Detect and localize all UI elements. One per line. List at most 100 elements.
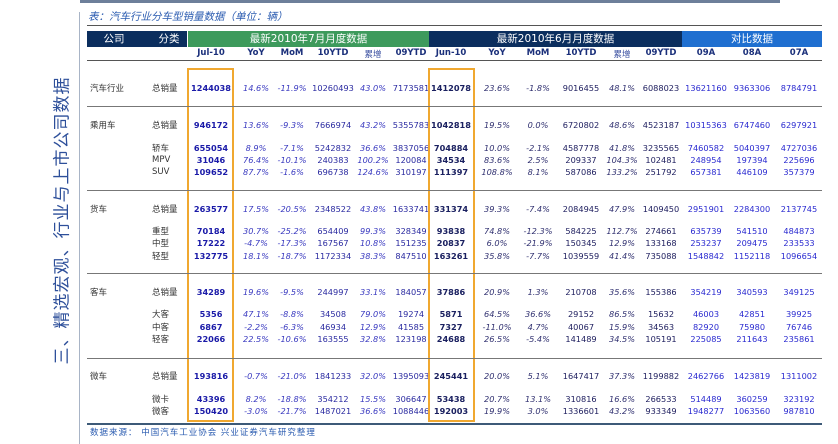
table-cell: 5242832 [314, 143, 352, 153]
table-cell: 1088446 [392, 406, 430, 416]
table-cell: 7666974 [314, 120, 352, 130]
table-cell: 3.0% [527, 406, 549, 416]
table-cell: 20837 [436, 238, 466, 248]
company-label: 微车 [90, 372, 108, 382]
table-cell: 15.5% [359, 394, 387, 404]
table-cell: 43.0% [359, 83, 387, 93]
table-cell: 4523187 [642, 120, 680, 130]
table-cell: 1647417 [562, 371, 600, 381]
table-cell: 1.3% [527, 287, 549, 297]
table-cell: 76746 [785, 322, 813, 332]
table-cell: 155386 [645, 287, 677, 297]
table-cell: -18.7% [277, 251, 307, 261]
table-cell: 64.5% [483, 309, 511, 319]
category-label: SUV [152, 167, 170, 177]
table-cell: 20.0% [483, 371, 511, 381]
table-cell: 112.7% [606, 226, 638, 236]
table-cell: 2951901 [687, 204, 725, 214]
company-label: 货车 [90, 205, 108, 215]
table-cell: 1412078 [431, 83, 471, 93]
table-cell: -7.7% [526, 251, 550, 261]
group-divider [87, 273, 822, 274]
table-cell: 5.1% [527, 371, 549, 381]
table-cell: -10.1% [277, 155, 307, 165]
table-cell: 13.1% [524, 394, 552, 404]
table-cell: 32.8% [359, 334, 387, 344]
table-cell: 37.3% [608, 371, 636, 381]
column-header: 08A [742, 48, 762, 58]
table-cell: 2.5% [527, 155, 549, 165]
table-cell: 123198 [395, 334, 427, 344]
table-cell: 40067 [567, 322, 595, 332]
table-cell: 43396 [196, 394, 226, 404]
category-label: 总销量 [152, 288, 178, 298]
table-cell: 150420 [193, 406, 229, 416]
table-cell: -12.3% [523, 226, 553, 236]
table-bottom-border [87, 423, 822, 425]
group-divider [87, 358, 822, 359]
table-cell: 42851 [738, 309, 766, 319]
table-cell: 6.0% [486, 238, 508, 248]
table-cell: 17222 [196, 238, 226, 248]
header-group-jun: 最新2010年6月月度数据 [429, 31, 682, 47]
table-cell: -11.0% [482, 322, 512, 332]
header-company: 公司 [103, 33, 125, 45]
category-label: 总销量 [152, 372, 178, 382]
category-label: 总销量 [152, 205, 178, 215]
table-cell: 8.9% [245, 143, 267, 153]
table-cell: 9363306 [733, 83, 771, 93]
column-header: 07A [789, 48, 809, 58]
table-cell: 167567 [317, 238, 349, 248]
table-cell: 1841233 [314, 371, 352, 381]
table-cell: 6297921 [780, 120, 818, 130]
table-caption: 表：汽车行业分车型销量数据（单位：辆） [88, 11, 288, 23]
table-cell: 5356 [199, 309, 223, 319]
table-cell: -2.1% [526, 143, 550, 153]
table-cell: 35.6% [608, 287, 636, 297]
column-header: Jun-10 [435, 48, 467, 58]
table-cell: 34563 [647, 322, 675, 332]
table-cell: 2462766 [687, 371, 725, 381]
table-cell: 36.6% [359, 143, 387, 153]
table-cell: 1336601 [562, 406, 600, 416]
table-cell: 192003 [433, 406, 469, 416]
table-cell: 87.7% [242, 167, 270, 177]
table-cell: 4.7% [527, 322, 549, 332]
table-cell: 132775 [193, 251, 229, 261]
group-divider [87, 190, 822, 191]
table-cell: 2137745 [780, 204, 818, 214]
table-cell: 19.6% [242, 287, 270, 297]
table-cell: 5040397 [733, 143, 771, 153]
table-cell: 211643 [736, 334, 768, 344]
table-cell: 587086 [565, 167, 597, 177]
table-cell: 120084 [395, 155, 427, 165]
table-cell: 151235 [395, 238, 427, 248]
table-cell: 654409 [317, 226, 349, 236]
table-cell: 104.3% [606, 155, 638, 165]
table-cell: 6720802 [562, 120, 600, 130]
table-cell: -11.9% [277, 83, 307, 93]
company-label: 乘用车 [90, 121, 116, 131]
table-cell: 4727036 [780, 143, 818, 153]
category-label: 总销量 [152, 84, 178, 94]
column-header: MoM [526, 48, 550, 58]
table-cell: 19.5% [483, 120, 511, 130]
table-cell: 109652 [193, 167, 229, 177]
table-cell: 933349 [645, 406, 677, 416]
table-cell: 1487021 [314, 406, 352, 416]
table-cell: -7.1% [280, 143, 304, 153]
table-cell: 1039559 [562, 251, 600, 261]
table-cell: 5355783 [392, 120, 430, 130]
table-cell: 48.1% [608, 83, 636, 93]
table-cell: 99.3% [359, 226, 387, 236]
table-cell: 13621160 [685, 83, 727, 93]
table-cell: 83.6% [483, 155, 511, 165]
table-cell: -21.0% [277, 371, 307, 381]
table-cell: 847510 [395, 251, 427, 261]
table-cell: 340593 [736, 287, 768, 297]
top-border [80, 0, 780, 3]
header-group-compare: 对比数据 [682, 31, 822, 47]
table-cell: 248954 [690, 155, 722, 165]
table-cell: 584225 [565, 226, 597, 236]
table-cell: 210708 [565, 287, 597, 297]
